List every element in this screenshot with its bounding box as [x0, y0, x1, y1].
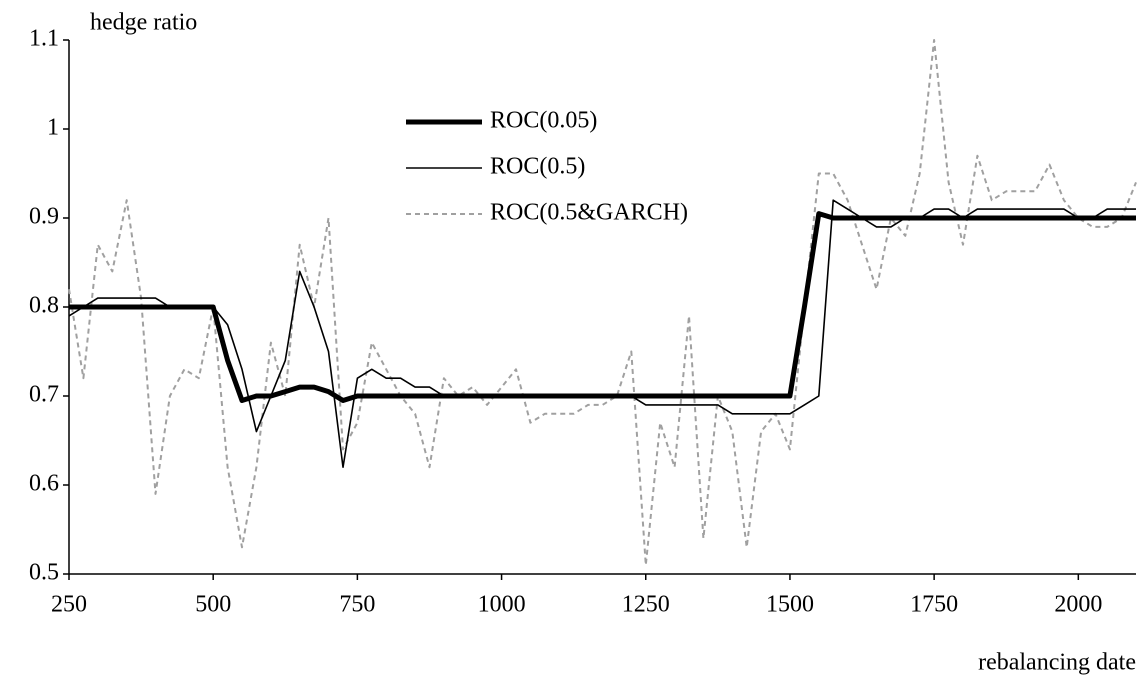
y-axis-label: hedge ratio — [90, 10, 197, 36]
y-tick-label: 0.5 — [29, 560, 59, 586]
legend-label: ROC(0.05) — [490, 108, 597, 134]
x-tick-label: 1750 — [910, 592, 958, 618]
x-axis-label: rebalancing date — [978, 650, 1136, 676]
y-tick-label: 1 — [47, 115, 59, 141]
x-tick-label: 750 — [339, 592, 375, 618]
series-line — [68, 199, 1136, 468]
y-tick-label: 0.6 — [29, 471, 59, 497]
y-tick-label: 0.7 — [29, 382, 59, 408]
x-tick-label: 2000 — [1054, 592, 1102, 618]
x-tick-label: 250 — [51, 592, 87, 618]
series-line — [68, 39, 1137, 567]
x-tick-label: 1500 — [766, 592, 814, 618]
series-line — [69, 211, 1136, 403]
legend-label: ROC(0.5&GARCH) — [490, 200, 688, 226]
y-tick-label: 0.8 — [29, 293, 59, 319]
x-tick-label: 1250 — [622, 592, 670, 618]
y-tick-label: 1.1 — [29, 26, 59, 52]
x-tick-label: 1000 — [478, 592, 526, 618]
legend-label: ROC(0.5) — [490, 154, 585, 180]
y-tick-label: 0.9 — [29, 204, 59, 230]
x-tick-label: 500 — [195, 592, 231, 618]
